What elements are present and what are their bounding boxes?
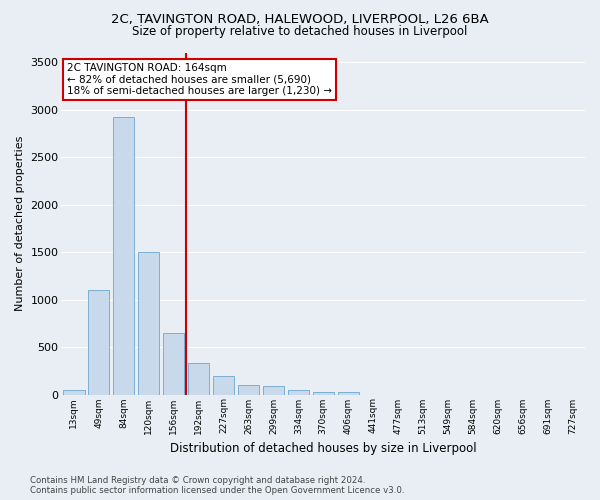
Bar [163, 333, 184, 394]
Text: Contains HM Land Registry data © Crown copyright and database right 2024.
Contai: Contains HM Land Registry data © Crown c… [30, 476, 404, 495]
Bar [213, 376, 234, 394]
Bar [138, 252, 160, 394]
Text: Size of property relative to detached houses in Liverpool: Size of property relative to detached ho… [133, 25, 467, 38]
Bar [238, 385, 259, 394]
Bar [88, 290, 109, 395]
Bar [313, 392, 334, 394]
Bar [263, 386, 284, 394]
Text: 2C, TAVINGTON ROAD, HALEWOOD, LIVERPOOL, L26 6BA: 2C, TAVINGTON ROAD, HALEWOOD, LIVERPOOL,… [111, 12, 489, 26]
Bar [338, 392, 359, 394]
Y-axis label: Number of detached properties: Number of detached properties [15, 136, 25, 311]
Text: 2C TAVINGTON ROAD: 164sqm
← 82% of detached houses are smaller (5,690)
18% of se: 2C TAVINGTON ROAD: 164sqm ← 82% of detac… [67, 63, 332, 96]
Bar [113, 117, 134, 394]
Bar [64, 390, 85, 394]
X-axis label: Distribution of detached houses by size in Liverpool: Distribution of detached houses by size … [170, 442, 476, 455]
Bar [288, 390, 309, 394]
Bar [188, 363, 209, 394]
